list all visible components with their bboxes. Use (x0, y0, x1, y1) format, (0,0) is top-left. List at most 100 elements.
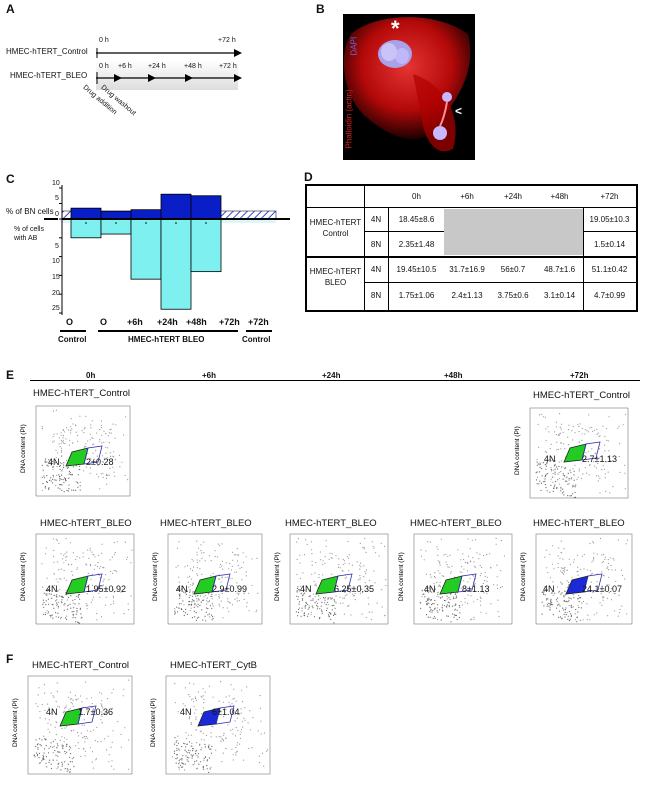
8n-gate-region (581, 441, 601, 461)
b8n-6h: 2.4±1.13 (451, 291, 483, 300)
bn-bar-4 (160, 193, 192, 220)
ploidy-b8n: 8N (370, 291, 382, 300)
bar-dot-4 (175, 222, 177, 224)
f-control-value: 1.7±0.36 (78, 707, 113, 717)
e-bleo-72h-title: HMEC-hTERT_BLEO (533, 518, 625, 529)
8n-gate-region (457, 573, 477, 593)
table-hline-4 (364, 282, 636, 283)
8n-gate-region (211, 573, 231, 593)
8n-gate-region (83, 573, 103, 593)
e-bleo-6h-title: HMEC-hTERT_BLEO (160, 518, 252, 529)
c8n-72h: 1.5±0.14 (593, 240, 626, 249)
b8n-0h: 1.75±1.06 (398, 291, 435, 300)
flow-frame (167, 533, 263, 625)
flow-scatter-svg: DNA content (PI) (274, 533, 389, 625)
group-line-right (246, 330, 272, 332)
row2-time-72: +72 h (219, 63, 237, 70)
group-control-right: Control (242, 335, 271, 344)
b8n-24h: 3.75±0.6 (497, 291, 529, 300)
flow-y-axis-label: DNA content (PI) (20, 424, 27, 473)
flow-scatter-svg: DNA content (PI) (152, 533, 263, 625)
ploidy-c4n: 4N (370, 215, 382, 224)
e-bleo-24h-gate: 4N (300, 584, 312, 594)
flow-frame (529, 407, 629, 499)
8n-gate-region (583, 573, 603, 593)
timepoint-axis (30, 380, 640, 381)
bleo-grey-band (96, 60, 238, 90)
panel-label-a: A (6, 2, 15, 16)
row1-start: 0 h (99, 37, 109, 44)
xlabel-2: +6h (127, 317, 143, 327)
panel-label-d: D (304, 170, 313, 184)
tick-bot-20: 20 (52, 290, 60, 297)
table-vline-1 (364, 186, 365, 310)
8n-gate-region (77, 705, 97, 725)
ab-bar-2 (100, 218, 132, 235)
bn-bar-5 (190, 195, 222, 220)
row2-label: HMEC-hTERT_BLEO (10, 71, 88, 80)
bar-dot-3 (145, 222, 147, 224)
tick-top-5: 5 (55, 195, 59, 202)
bn-bar-1 (70, 207, 102, 220)
b4n-0h: 19.45±10.5 (396, 265, 437, 274)
flow-y-axis-label: DNA content (PI) (150, 698, 157, 747)
ab-axis-label: % of cells with AB (14, 226, 44, 242)
e-bleo-6h-plot: DNA content (PI) (150, 528, 270, 638)
flow-y-axis-label: DNA content (PI) (398, 552, 405, 601)
header-48h: +48h (550, 192, 569, 201)
flow-scatter-svg: DNA content (PI) (20, 405, 131, 497)
ab-bar-1 (70, 218, 102, 239)
xlabel-4: +48h (186, 317, 207, 327)
ploidy-table: 0h +6h +24h +48h +72h HMEC-hTERT Control… (305, 184, 638, 312)
header-72h: +72h (600, 192, 619, 201)
flow-scatter-svg: DNA content (PI) (12, 675, 133, 775)
e-control-0h-gate: 4N (48, 457, 60, 467)
flow-y-axis-label: DNA content (PI) (12, 698, 19, 747)
tp-0h: 0h (86, 371, 96, 380)
group-control-left: Control (58, 335, 87, 344)
e-bleo-72h-plot: DNA content (PI) (518, 528, 640, 638)
f-control-plot: DNA content (PI) (10, 670, 140, 788)
table-vline-2 (388, 207, 389, 310)
flow-frame (35, 533, 135, 625)
xlabel-1: O (100, 317, 108, 327)
e-bleo-24h-value: 6.25±0.35 (334, 584, 374, 594)
f-cytb-title: HMEC-hTERT_CytB (170, 660, 257, 671)
control-empty-block (444, 209, 583, 255)
row2-time-48: +48 h (184, 63, 202, 70)
e-bleo-0h-plot: DNA content (PI) (18, 528, 142, 638)
ploidy-c8n: 8N (370, 240, 382, 249)
flow-y-axis-label: DNA content (PI) (520, 552, 527, 601)
xlabel-6: +72h (248, 317, 269, 327)
e-control-0h-title: HMEC-hTERT_Control (33, 388, 130, 399)
tp-24h: +24h (322, 371, 341, 380)
c4n-72h: 19.05±10.3 (589, 215, 630, 224)
flow-scatter-svg: DNA content (PI) (150, 675, 271, 775)
row2-time-0: 0 h (99, 63, 109, 70)
group-bleo: HMEC-hTERT BLEO (128, 335, 205, 344)
timeline-arrows (96, 48, 242, 84)
bn-bar-2 (100, 210, 132, 220)
4n-gate-region (65, 575, 89, 595)
mark-arrow: < (455, 104, 463, 118)
4n-gate-region (65, 447, 89, 467)
b8n-72h: 4.7±0.99 (593, 291, 626, 300)
flow-y-axis-label: DNA content (PI) (514, 426, 521, 475)
ploidy-b4n: 4N (370, 265, 382, 274)
row1-end: +72 h (218, 37, 236, 44)
tp-6h: +6h (202, 371, 217, 380)
group-control-name: HMEC-hTERT Control (309, 218, 362, 238)
4n-gate-region (439, 575, 463, 595)
row1-label: HMEC-hTERT_Control (6, 47, 88, 56)
header-24h: +24h (503, 192, 523, 201)
ab-bar-4 (160, 218, 192, 310)
b4n-6h: 31.7±16.9 (449, 265, 485, 274)
e-bleo-0h-gate: 4N (46, 584, 58, 594)
ab-bar-3 (130, 218, 162, 280)
flow-y-axis-label: DNA content (PI) (20, 552, 27, 601)
f-cytb-value: 6±1.04 (212, 707, 240, 717)
group-line-left (60, 330, 86, 332)
e-control-0h-value: 2±0.28 (86, 457, 114, 467)
microscopy-image: * < DAPI Phalloidin (actin) (343, 14, 475, 160)
group-bleo-name: HMEC-hTERT BLEO (309, 267, 362, 287)
